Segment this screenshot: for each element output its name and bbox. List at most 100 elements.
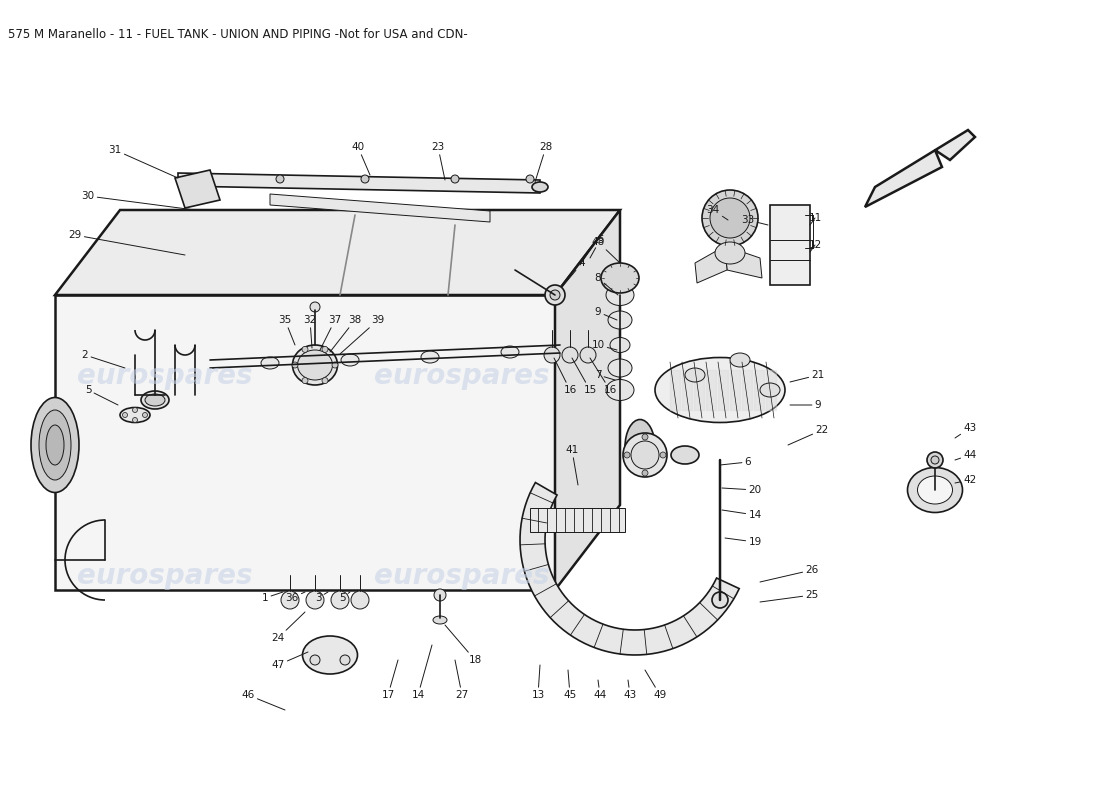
Circle shape: [332, 362, 338, 368]
Ellipse shape: [760, 383, 780, 397]
Circle shape: [642, 434, 648, 440]
Text: 30: 30: [81, 191, 195, 210]
Ellipse shape: [46, 425, 64, 465]
Ellipse shape: [145, 394, 165, 406]
Text: 31: 31: [109, 145, 178, 178]
Text: 29: 29: [68, 230, 185, 255]
Ellipse shape: [500, 346, 519, 358]
Text: 40: 40: [351, 142, 370, 175]
Circle shape: [306, 591, 324, 609]
Circle shape: [631, 441, 659, 469]
Ellipse shape: [302, 636, 358, 674]
Circle shape: [710, 198, 750, 238]
Circle shape: [310, 655, 320, 665]
Text: 48: 48: [592, 237, 620, 263]
Ellipse shape: [606, 285, 634, 306]
Text: 38: 38: [330, 315, 362, 352]
Text: 26: 26: [760, 565, 818, 582]
Text: 44: 44: [955, 450, 977, 460]
Text: 14: 14: [722, 510, 761, 520]
Text: 43: 43: [624, 680, 637, 700]
Circle shape: [702, 190, 758, 246]
Text: 5: 5: [339, 592, 350, 603]
Ellipse shape: [917, 476, 953, 504]
Text: 25: 25: [760, 590, 818, 602]
Circle shape: [580, 347, 596, 363]
Text: 44: 44: [593, 680, 606, 700]
Circle shape: [361, 175, 368, 183]
Polygon shape: [55, 210, 620, 295]
Text: 18: 18: [446, 625, 482, 665]
Text: 7: 7: [595, 370, 615, 380]
Circle shape: [340, 655, 350, 665]
Circle shape: [927, 452, 943, 468]
Text: 24: 24: [272, 612, 305, 643]
Text: 33: 33: [741, 215, 768, 225]
Circle shape: [302, 378, 308, 383]
Text: 42: 42: [955, 475, 977, 485]
Text: 20: 20: [722, 485, 761, 495]
Polygon shape: [530, 508, 625, 532]
Text: 37: 37: [320, 315, 342, 350]
Text: 43: 43: [955, 423, 977, 438]
Ellipse shape: [715, 242, 745, 264]
Circle shape: [660, 452, 666, 458]
Text: 12: 12: [808, 240, 822, 252]
Polygon shape: [695, 246, 727, 283]
Text: 23: 23: [431, 142, 446, 180]
Text: 35: 35: [278, 315, 295, 345]
Circle shape: [310, 302, 320, 312]
Text: 16: 16: [590, 358, 617, 395]
Polygon shape: [55, 295, 556, 590]
Text: 15: 15: [572, 358, 596, 395]
Ellipse shape: [625, 419, 654, 474]
Ellipse shape: [671, 446, 698, 464]
Text: 5: 5: [590, 235, 603, 258]
Circle shape: [544, 347, 560, 363]
Text: 4: 4: [562, 258, 585, 287]
Circle shape: [931, 456, 939, 464]
Circle shape: [351, 591, 369, 609]
Circle shape: [322, 346, 328, 353]
Ellipse shape: [908, 467, 962, 513]
Text: 3: 3: [315, 592, 328, 603]
Text: 46: 46: [241, 690, 285, 710]
Text: 575 M Maranello - 11 - FUEL TANK - UNION AND PIPING -Not for USA and CDN-: 575 M Maranello - 11 - FUEL TANK - UNION…: [8, 28, 467, 41]
Ellipse shape: [421, 351, 439, 363]
Ellipse shape: [141, 391, 169, 409]
Circle shape: [322, 378, 328, 383]
Ellipse shape: [730, 353, 750, 367]
Ellipse shape: [532, 182, 548, 192]
Text: 11: 11: [808, 213, 822, 225]
Text: eurospares: eurospares: [77, 362, 253, 390]
Circle shape: [451, 175, 459, 183]
Text: 22: 22: [788, 425, 828, 445]
Text: 8: 8: [595, 273, 618, 295]
Text: 49: 49: [645, 670, 667, 700]
Polygon shape: [520, 482, 739, 655]
Polygon shape: [270, 194, 490, 222]
Text: 47: 47: [272, 652, 308, 670]
Text: 41: 41: [565, 445, 579, 485]
Text: 9: 9: [790, 400, 822, 410]
Text: 19: 19: [725, 537, 761, 547]
Text: 5: 5: [85, 385, 118, 405]
Circle shape: [143, 413, 147, 418]
Circle shape: [276, 175, 284, 183]
Text: eurospares: eurospares: [374, 362, 550, 390]
Ellipse shape: [39, 410, 72, 480]
Text: 28: 28: [535, 142, 552, 182]
Polygon shape: [556, 210, 620, 590]
Text: 17: 17: [382, 660, 398, 700]
Polygon shape: [178, 173, 540, 193]
Circle shape: [132, 418, 138, 422]
Text: 9: 9: [595, 307, 617, 320]
Circle shape: [526, 175, 534, 183]
Circle shape: [624, 452, 630, 458]
Ellipse shape: [601, 263, 639, 293]
Ellipse shape: [341, 354, 359, 366]
Circle shape: [712, 592, 728, 608]
Text: 16: 16: [554, 358, 576, 395]
Text: 21: 21: [790, 370, 825, 382]
Text: 27: 27: [455, 660, 469, 700]
